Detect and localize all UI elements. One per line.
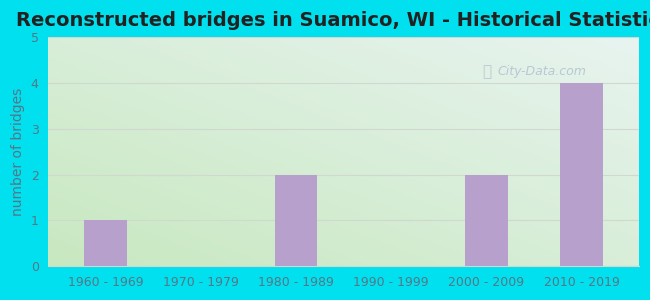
Title: Reconstructed bridges in Suamico, WI - Historical Statistics: Reconstructed bridges in Suamico, WI - H… xyxy=(16,11,650,30)
Bar xyxy=(465,175,508,266)
Bar xyxy=(274,175,317,266)
Bar xyxy=(560,83,603,266)
Bar xyxy=(465,175,508,266)
Bar xyxy=(84,220,127,266)
Bar xyxy=(84,220,127,266)
Y-axis label: number of bridges: number of bridges xyxy=(11,88,25,216)
Text: ⓘ: ⓘ xyxy=(482,64,491,79)
Bar xyxy=(560,83,603,266)
Text: City-Data.com: City-Data.com xyxy=(497,65,586,78)
Bar xyxy=(274,175,317,266)
